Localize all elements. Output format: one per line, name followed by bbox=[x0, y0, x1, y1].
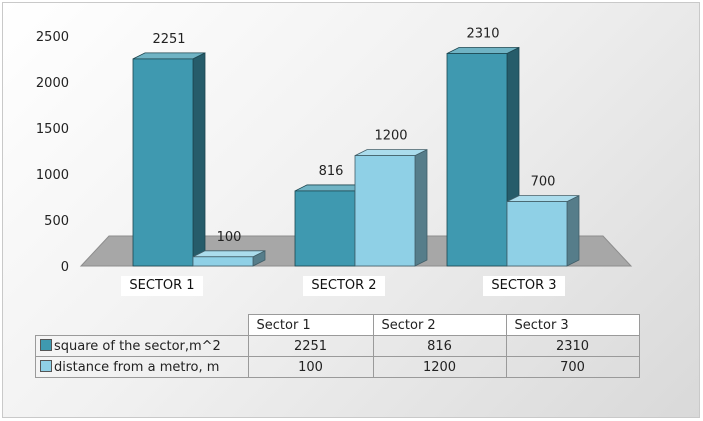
data-table-cell: 100 bbox=[247, 356, 374, 378]
data-label: 816 bbox=[319, 164, 344, 179]
y-tick-label: 1000 bbox=[36, 168, 69, 183]
data-table-header-row: Sector 1 Sector 2 Sector 3 bbox=[36, 314, 640, 336]
category-label: SECTOR 2 bbox=[303, 276, 385, 296]
bar-top bbox=[506, 195, 580, 203]
y-tick-label: 1500 bbox=[36, 122, 69, 137]
legend-label: distance from a metro, m bbox=[54, 359, 220, 375]
legend-swatch bbox=[40, 338, 52, 351]
data-table-cell: 700 bbox=[505, 356, 640, 378]
legend-label: square of the sector,m^2 bbox=[54, 338, 221, 354]
bar bbox=[294, 190, 356, 267]
data-table-row: distance from a metro, m 100 1200 700 bbox=[35, 356, 640, 378]
data-table-cell: 2310 bbox=[505, 335, 640, 357]
chart-plot: 0 500 1000 1500 2000 2500 2251 816 2310 100 1200 70… bbox=[36, 26, 633, 275]
data-table-row: square of the sector,m^2 2251 816 2310 bbox=[35, 335, 640, 357]
bar-top bbox=[192, 250, 266, 258]
data-table-corner bbox=[36, 315, 249, 336]
bar bbox=[506, 201, 568, 267]
data-table: Sector 1 Sector 2 Sector 3 square of the… bbox=[35, 314, 640, 378]
bar bbox=[354, 155, 416, 267]
data-table-header: Sector 1 bbox=[247, 314, 374, 336]
data-table-header: Sector 2 bbox=[372, 314, 507, 336]
bar bbox=[192, 256, 254, 267]
bar-top bbox=[132, 52, 206, 60]
y-tick-label: 2500 bbox=[36, 30, 69, 45]
bar-side bbox=[192, 52, 206, 267]
y-tick-label: 0 bbox=[61, 260, 69, 275]
data-label: 100 bbox=[217, 230, 242, 245]
category-label: SECTOR 3 bbox=[483, 276, 565, 296]
category-label: SECTOR 1 bbox=[121, 276, 203, 296]
legend-entry: distance from a metro, m bbox=[35, 356, 249, 378]
data-label: 1200 bbox=[374, 129, 407, 144]
data-label: 2310 bbox=[466, 26, 499, 41]
legend-swatch bbox=[40, 359, 52, 372]
data-table-cell: 2251 bbox=[247, 335, 374, 357]
data-label: 700 bbox=[531, 175, 556, 190]
data-table-cell: 1200 bbox=[372, 356, 507, 378]
y-tick-label: 500 bbox=[44, 214, 69, 229]
data-table-cell: 816 bbox=[372, 335, 507, 357]
bar bbox=[446, 53, 508, 267]
bar-side bbox=[414, 148, 428, 267]
legend-entry: square of the sector,m^2 bbox=[35, 335, 249, 357]
data-label: 2251 bbox=[152, 32, 185, 47]
bar-top bbox=[446, 47, 520, 54]
bar-top bbox=[354, 149, 428, 157]
bar bbox=[132, 58, 194, 267]
bar-side bbox=[566, 194, 580, 267]
y-tick-label: 2000 bbox=[36, 76, 69, 91]
data-table-header: Sector 3 bbox=[505, 314, 640, 336]
